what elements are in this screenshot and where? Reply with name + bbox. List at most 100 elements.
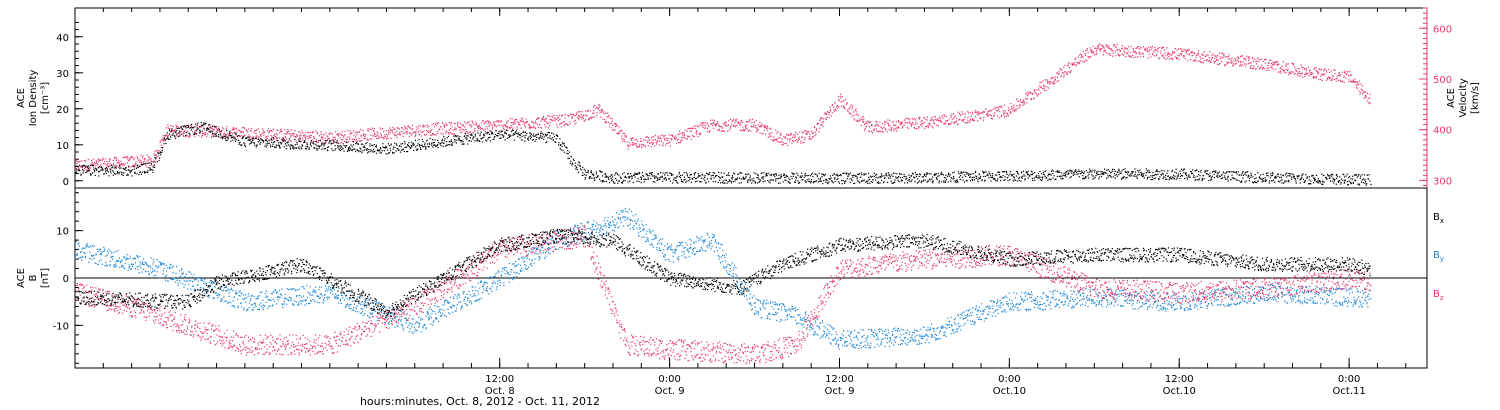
data-point (1192, 52, 1194, 54)
data-point (1044, 79, 1046, 81)
data-point (524, 137, 526, 139)
data-point (566, 147, 568, 149)
data-point (1266, 67, 1268, 69)
data-point (610, 122, 612, 124)
data-point (206, 135, 208, 137)
data-point (964, 171, 966, 173)
data-point (331, 148, 333, 150)
data-point (352, 144, 354, 146)
data-point (580, 116, 582, 118)
data-point (1278, 63, 1280, 65)
data-point (795, 176, 797, 178)
data-point (1060, 177, 1062, 179)
data-point (192, 131, 194, 133)
data-point (761, 172, 763, 174)
data-point (1095, 53, 1097, 55)
data-point (87, 158, 89, 161)
data-point (1311, 74, 1313, 76)
data-point (753, 126, 755, 128)
data-point (395, 135, 397, 137)
data-point (1134, 50, 1136, 52)
data-point (695, 125, 697, 127)
data-point (85, 160, 87, 162)
data-point (922, 179, 925, 181)
data-point (631, 142, 633, 144)
data-point (788, 181, 790, 183)
data-point (409, 146, 411, 148)
data-point (80, 174, 82, 176)
data-point (666, 139, 668, 142)
data-point (477, 138, 479, 140)
data-point (1153, 55, 1155, 57)
data-point (559, 144, 561, 147)
data-point (1154, 46, 1156, 48)
data-point (560, 149, 562, 151)
data-point (1061, 175, 1063, 177)
data-point (303, 140, 306, 142)
data-point (111, 170, 114, 172)
data-point (295, 140, 297, 142)
data-point (367, 128, 369, 130)
data-point (528, 123, 530, 125)
data-point (876, 123, 878, 125)
data-point (400, 146, 402, 148)
data-point (1067, 172, 1070, 174)
data-point (921, 125, 923, 127)
data-point (732, 124, 734, 126)
data-point (253, 142, 255, 144)
data-point (331, 139, 333, 141)
data-point (1313, 68, 1315, 70)
data-point (903, 176, 905, 178)
data-point (966, 173, 968, 175)
data-point (287, 140, 289, 143)
data-point (551, 132, 553, 134)
data-point (1003, 111, 1005, 113)
data-point (1323, 73, 1325, 75)
data-point (644, 145, 646, 147)
data-point (808, 131, 810, 133)
data-point (1283, 71, 1285, 73)
data-point (850, 113, 852, 115)
data-point (1285, 68, 1287, 70)
data-point (1066, 73, 1068, 75)
data-point (1356, 86, 1358, 88)
data-point (924, 127, 926, 129)
data-point (597, 176, 599, 178)
data-point (398, 149, 400, 151)
data-point (227, 138, 229, 140)
data-point (301, 130, 303, 132)
data-point (867, 182, 869, 185)
data-point (805, 130, 807, 132)
data-point (885, 129, 887, 131)
data-point (653, 145, 656, 147)
data-point (1111, 48, 1113, 50)
data-point (99, 170, 101, 172)
data-point (309, 144, 311, 146)
data-point (1114, 51, 1116, 53)
data-point (1059, 68, 1061, 70)
data-point (1046, 177, 1048, 179)
data-point (1063, 172, 1065, 174)
data-point (718, 129, 720, 132)
data-point (660, 176, 662, 178)
data-point (1272, 61, 1274, 63)
data-point (375, 135, 377, 137)
data-point (1050, 170, 1052, 172)
data-point (188, 125, 190, 127)
data-point (978, 111, 980, 113)
data-point (721, 182, 723, 184)
data-point (601, 109, 604, 111)
data-point (1066, 170, 1068, 173)
data-point (1010, 112, 1012, 114)
data-point (937, 119, 939, 121)
data-point (877, 131, 879, 133)
data-point (838, 105, 840, 108)
data-point (84, 165, 86, 167)
data-point (827, 112, 829, 114)
data-point (250, 142, 252, 144)
data-point (223, 133, 225, 135)
data-point (1326, 71, 1328, 73)
data-point (1285, 65, 1287, 67)
data-point (897, 120, 899, 122)
data-point (1013, 179, 1015, 181)
